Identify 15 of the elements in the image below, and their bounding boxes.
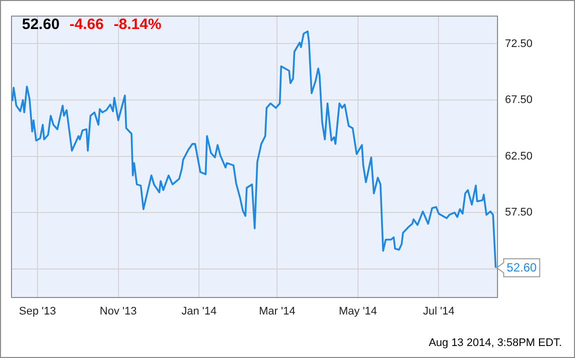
y-tick-label: 57.50	[505, 206, 533, 219]
y-tick-label: 62.50	[505, 150, 533, 162]
x-tick-label: Sep '13	[19, 306, 56, 318]
data-label: 52.60	[506, 260, 538, 275]
chart-title: 52.60	[22, 16, 60, 33]
x-tick-label: Mar '14	[259, 306, 296, 318]
y-tick-label: 67.50	[505, 94, 533, 106]
x-tick-label: Jul '14	[423, 306, 454, 318]
x-tick-label: Nov '13	[100, 306, 137, 318]
x-tick-label: May '14	[338, 306, 378, 318]
annotation: -4.66	[70, 16, 104, 33]
annotation: -8.14%	[114, 16, 162, 33]
text: Aug 13 2014, 3:58PM EDT.	[428, 337, 562, 349]
y-tick-label: 72.50	[505, 38, 533, 50]
x-tick-label: Jan '14	[181, 306, 217, 318]
